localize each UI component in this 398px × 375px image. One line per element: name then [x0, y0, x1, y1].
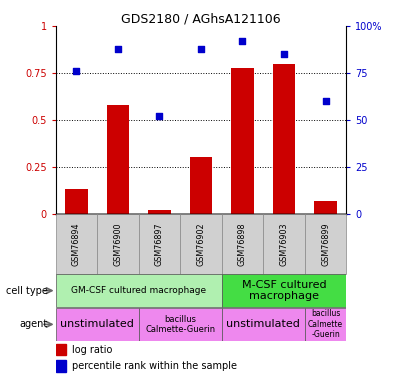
FancyBboxPatch shape [222, 308, 305, 340]
Text: GM-CSF cultured macrophage: GM-CSF cultured macrophage [71, 286, 206, 295]
FancyBboxPatch shape [139, 308, 222, 340]
Text: M-CSF cultured
macrophage: M-CSF cultured macrophage [242, 280, 326, 302]
Text: GSM76899: GSM76899 [321, 222, 330, 266]
Text: bacillus
Calmette
-Guerin: bacillus Calmette -Guerin [308, 309, 343, 339]
Bar [107, 105, 129, 214]
FancyBboxPatch shape [180, 214, 222, 274]
FancyBboxPatch shape [305, 308, 346, 340]
Point [115, 46, 121, 52]
FancyBboxPatch shape [263, 214, 305, 274]
Bar [231, 68, 254, 214]
Point [281, 51, 287, 57]
Bar [273, 64, 295, 214]
Text: log ratio: log ratio [72, 345, 112, 355]
Text: unstimulated: unstimulated [60, 320, 134, 329]
FancyBboxPatch shape [56, 274, 222, 307]
FancyBboxPatch shape [97, 214, 139, 274]
Text: agent: agent [20, 320, 48, 329]
Bar [189, 158, 213, 214]
Text: cell type: cell type [6, 286, 48, 296]
FancyBboxPatch shape [305, 214, 346, 274]
Text: unstimulated: unstimulated [226, 320, 300, 329]
FancyBboxPatch shape [222, 274, 346, 307]
Bar [56, 360, 66, 372]
Bar [56, 344, 66, 355]
FancyBboxPatch shape [56, 214, 97, 274]
Point [156, 113, 163, 119]
Text: GSM76894: GSM76894 [72, 222, 81, 266]
Text: GSM76900: GSM76900 [113, 222, 123, 266]
Bar [314, 201, 337, 214]
FancyBboxPatch shape [222, 214, 263, 274]
FancyBboxPatch shape [139, 214, 180, 274]
Text: bacillus
Calmette-Guerin: bacillus Calmette-Guerin [145, 315, 215, 334]
Text: GSM76902: GSM76902 [197, 222, 205, 266]
Point [239, 38, 246, 44]
Text: GSM76903: GSM76903 [279, 222, 289, 266]
Text: GSM76897: GSM76897 [155, 222, 164, 266]
FancyBboxPatch shape [56, 308, 139, 340]
Point [322, 98, 329, 104]
Point [73, 68, 80, 74]
Bar [148, 210, 171, 214]
Point [198, 46, 204, 52]
Bar [65, 189, 88, 214]
Text: percentile rank within the sample: percentile rank within the sample [72, 361, 237, 371]
Title: GDS2180 / AGhsA121106: GDS2180 / AGhsA121106 [121, 12, 281, 25]
Text: GSM76898: GSM76898 [238, 222, 247, 266]
